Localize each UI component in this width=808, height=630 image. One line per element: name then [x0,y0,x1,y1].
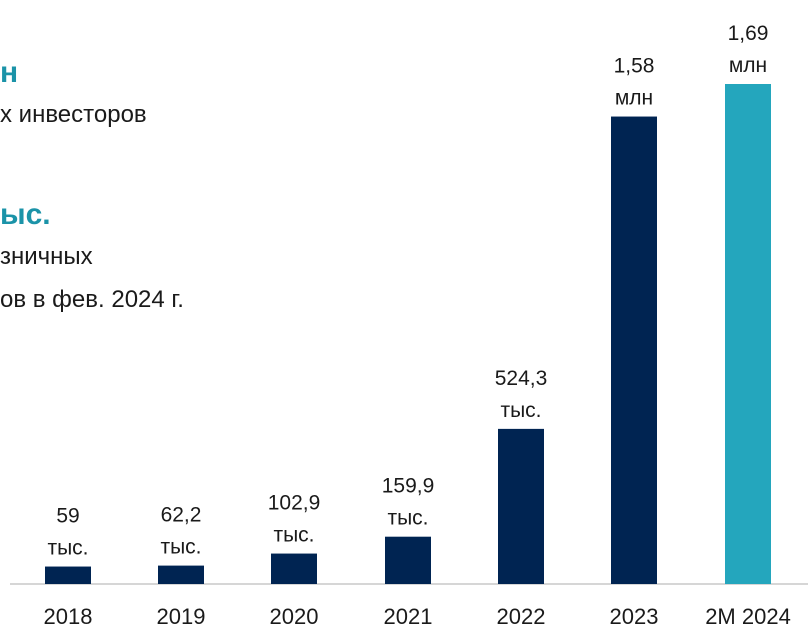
bar-2018 [45,566,91,584]
highlight-1-text: х инвесторов [0,101,147,128]
data-label-value: 59 [56,505,79,528]
x-tick-label: 2023 [610,604,659,629]
x-tick-label: 2019 [157,604,206,629]
bar-2М-2024 [725,84,771,584]
bar-2023 [611,116,657,585]
bar-2020 [271,553,317,584]
data-label-value: 159,9 [382,475,435,498]
data-label-value: 1,58 [614,55,655,78]
data-label-unit: тыс. [500,399,541,422]
data-label-unit: тыс. [273,524,314,547]
x-tick-label: 2020 [270,604,319,629]
data-label-value: 102,9 [268,492,321,515]
bar-2022 [498,428,544,584]
highlight-1-headline: н [0,56,19,89]
highlight-2-text-line-2: ов в фев. 2024 г. [0,286,184,313]
data-label-unit: млн [729,54,767,77]
data-label-unit: млн [615,87,653,110]
x-tick-label: 2М 2024 [705,604,791,629]
data-label-value: 62,2 [161,504,202,527]
data-label-unit: тыс. [47,537,88,560]
highlight-2-text-line-1: зничных [0,243,93,270]
x-tick-label: 2018 [44,604,93,629]
highlight-2-headline: ыс. [0,198,51,231]
data-label-unit: тыс. [387,507,428,530]
bar-2021 [385,536,431,584]
data-label-unit: тыс. [160,536,201,559]
x-tick-label: 2022 [497,604,546,629]
x-tick-label: 2021 [384,604,433,629]
data-label-value: 524,3 [495,367,548,390]
data-label-value: 1,69 [728,22,769,45]
bar-2019 [158,565,204,584]
